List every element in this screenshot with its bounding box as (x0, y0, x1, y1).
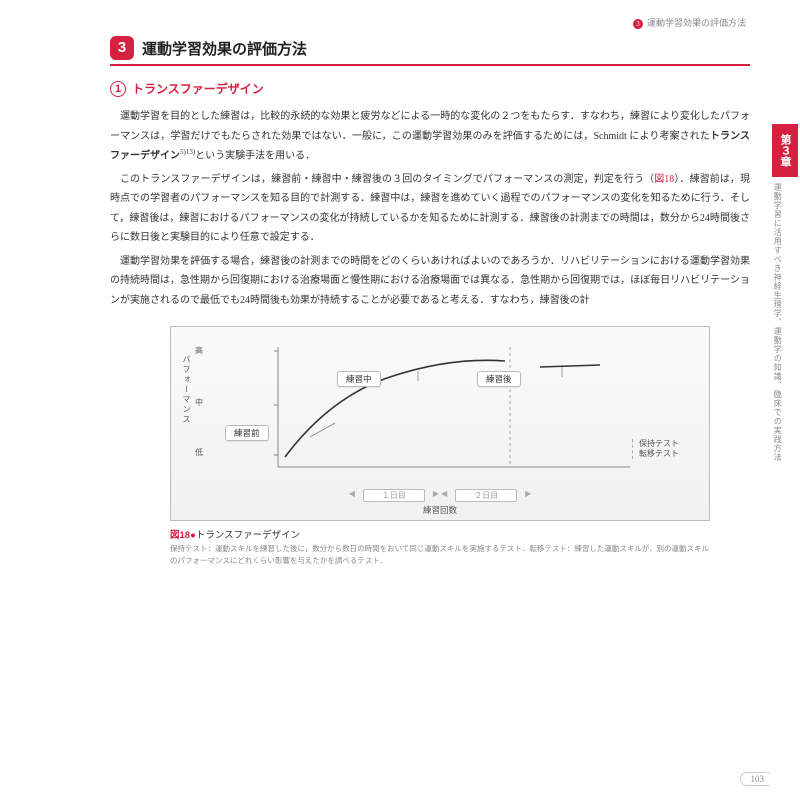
paragraph-2: このトランスファーデザインは，練習前・練習中・練習後の３回のタイミングでパフォー… (110, 170, 750, 248)
section-title: 運動学習効果の評価方法 (142, 38, 307, 59)
chart-svg (187, 337, 693, 487)
day1-segment: １日目 (363, 489, 425, 502)
held-test-label: 保持テスト 転移テスト (632, 439, 679, 460)
paragraph-1: 運動学習を目的とした練習は，比較的永続的な効果と疲労などによる一時的な変化の２つ… (110, 107, 750, 166)
y-axis-label: パフォーマンス (181, 355, 192, 425)
figure-caption-text: トランスファーデザイン (196, 530, 300, 541)
day2-segment: ２日目 (455, 489, 517, 502)
day-bar: ◀ １日目 ▶ ◀ ２日目 ▶ (187, 489, 693, 502)
page: 3 運動学習効果の評価方法 3 運動学習効果の評価方法 1 トランスファーデザイン… (0, 0, 800, 800)
label-post: 練習後 (477, 371, 521, 387)
body-text: 運動学習を目的とした練習は，比較的永続的な効果と疲労などによる一時的な変化の２つ… (110, 107, 750, 310)
label-pre: 練習前 (225, 425, 269, 441)
subsection-number-badge: 1 (110, 81, 126, 97)
page-number: 103 (740, 772, 771, 786)
y-tick-mid: 中 (195, 397, 203, 408)
running-head-text: 運動学習効果の評価方法 (647, 18, 746, 28)
chapter-subtitle: 運動学習に活用すべき神経生理学、運動学の知識、臨床での実践方法 (772, 177, 790, 468)
figure-reference: 図18 (654, 174, 674, 185)
figure-18: パフォーマンス 高 中 低 練習前 練習中 練習 (170, 326, 710, 521)
x-axis-label: 練習回数 (187, 502, 693, 516)
running-head-badge: 3 (633, 19, 643, 29)
side-tab: 第３章 運動学習に活用すべき神経生理学、運動学の知識、臨床での実践方法 (772, 124, 800, 468)
figure-number: 図18 (170, 530, 190, 541)
y-tick-high: 高 (195, 345, 203, 356)
subsection-heading: 1 トランスファーデザイン (110, 80, 750, 97)
running-head: 3 運動学習効果の評価方法 (633, 16, 746, 29)
citation: 5)13) (180, 148, 195, 156)
figure-caption: 図18●トランスファーデザイン (170, 527, 710, 541)
paragraph-3: 運動学習効果を評価する場合，練習後の計測までの時間をどのくらいあければよいのであ… (110, 252, 750, 311)
section-number-badge: 3 (110, 36, 134, 60)
section-heading: 3 運動学習効果の評価方法 (110, 36, 750, 66)
chart-area: パフォーマンス 高 中 低 練習前 練習中 練習 (187, 337, 693, 487)
subsection-title: トランスファーデザイン (132, 80, 264, 97)
y-tick-low: 低 (195, 447, 203, 458)
figure-note: 保持テスト：運動スキルを練習した後に，数分から数日の時間をおいて同じ運動スキルを… (170, 543, 710, 566)
chapter-tab: 第３章 (772, 124, 798, 177)
label-during: 練習中 (337, 371, 381, 387)
